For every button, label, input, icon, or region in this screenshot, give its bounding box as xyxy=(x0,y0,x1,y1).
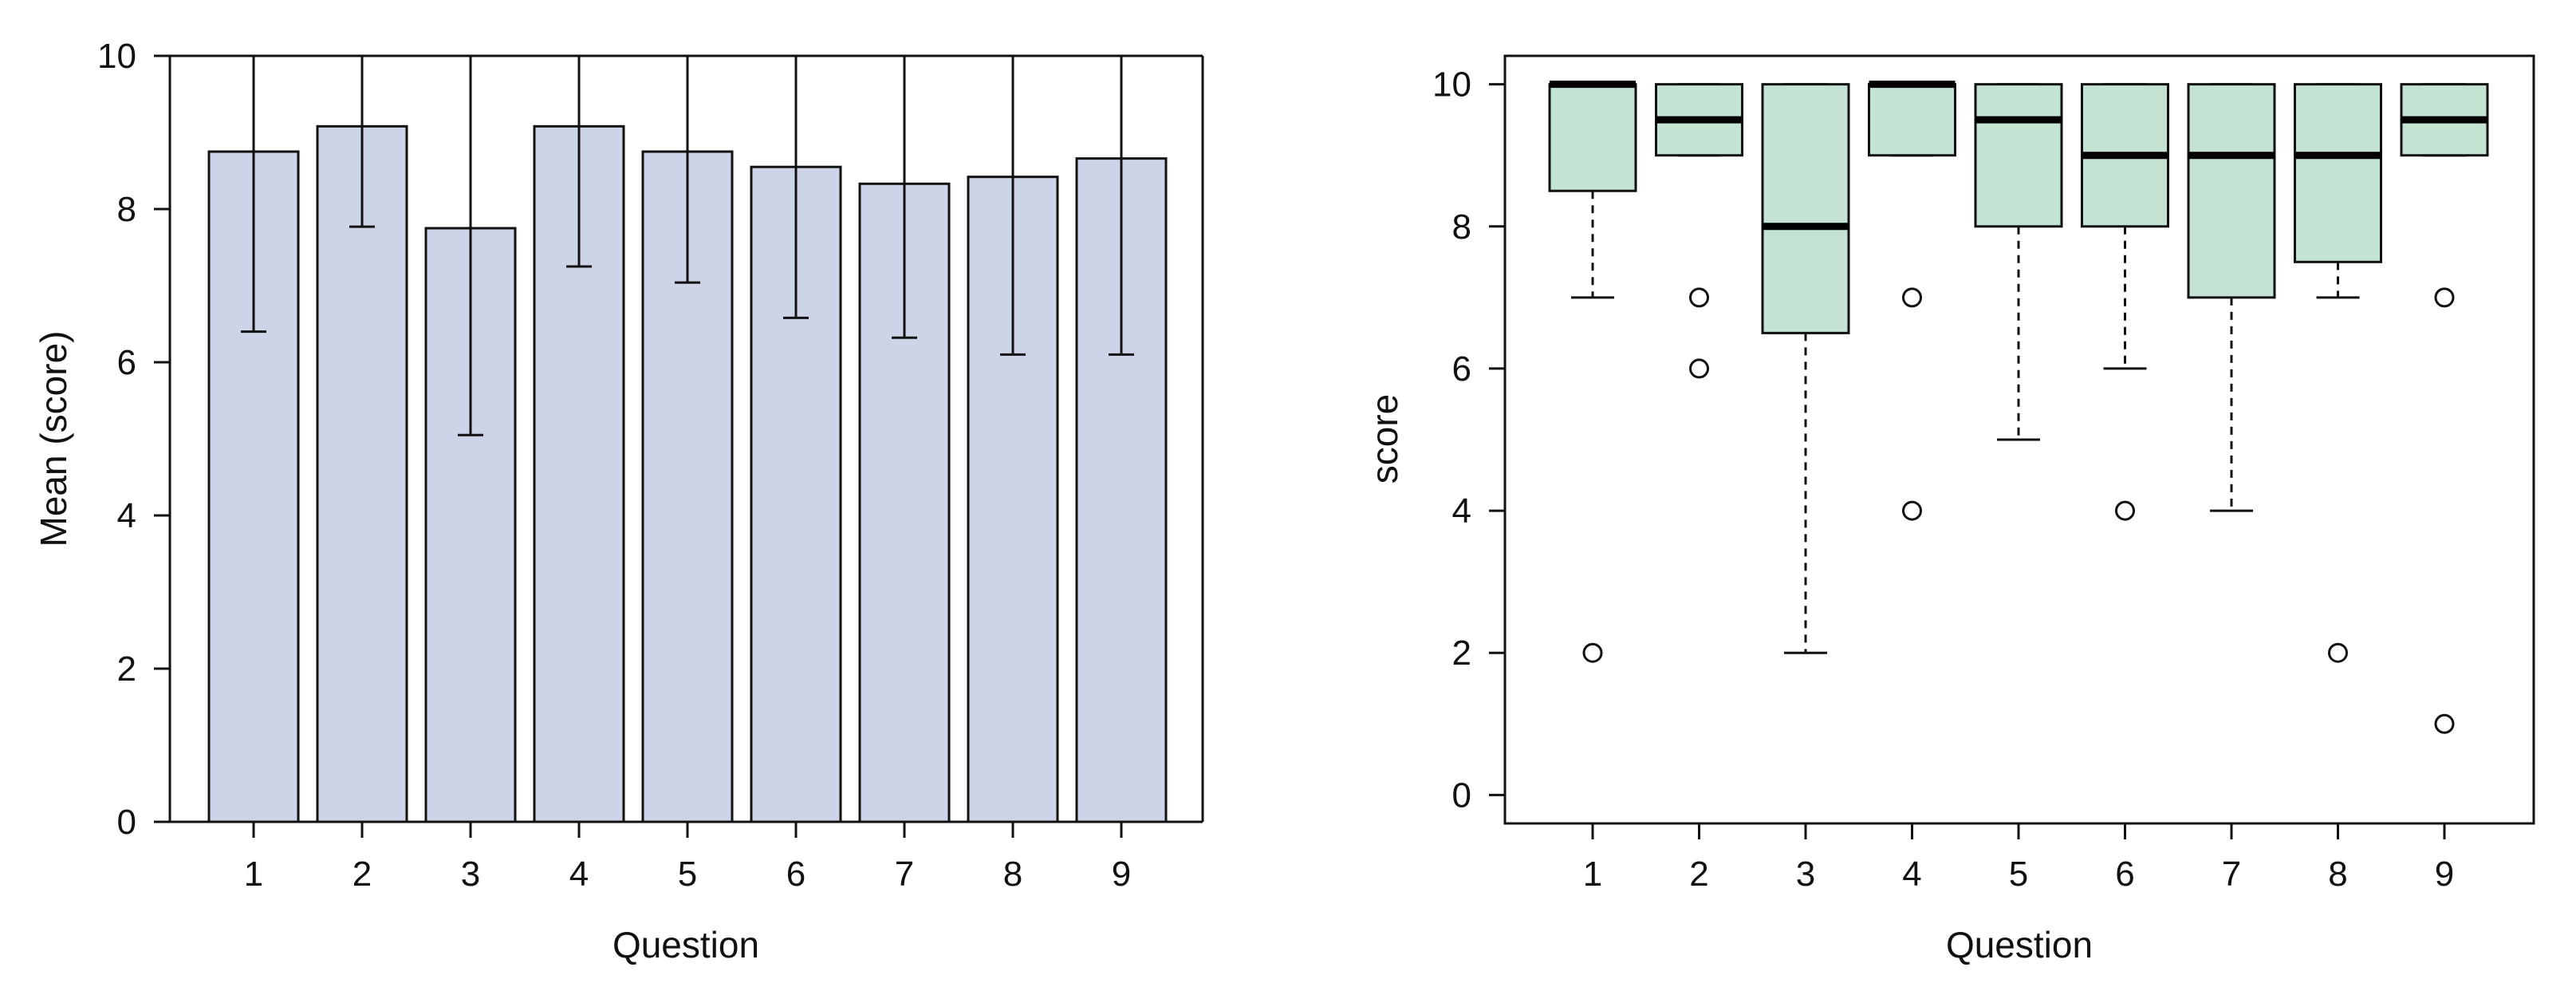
box-plot-marks xyxy=(1548,81,2489,734)
x-tick-label: 2 xyxy=(1689,855,1708,894)
outlier-point xyxy=(1582,642,1603,663)
outlier-point xyxy=(1689,358,1709,379)
x-tick-label: 2 xyxy=(353,855,372,894)
y-tick-label: 6 xyxy=(117,343,136,382)
outlier-point xyxy=(2115,500,2135,521)
x-tick-label: 5 xyxy=(2009,855,2028,894)
bar-chart-y-axis-title: Mean (score) xyxy=(33,331,74,547)
x-tick-label: 1 xyxy=(1583,855,1602,894)
y-tick-label: 2 xyxy=(1452,634,1471,673)
y-tick-label: 6 xyxy=(1452,349,1471,389)
y-tick-label: 4 xyxy=(117,496,136,535)
box xyxy=(1548,83,1637,192)
outlier-point xyxy=(2434,713,2455,734)
x-tick-label: 6 xyxy=(2115,855,2134,894)
y-tick-label: 4 xyxy=(1452,492,1471,531)
y-tick-label: 0 xyxy=(1452,776,1471,815)
box xyxy=(1868,83,1956,157)
box-plot-y-axis-title: score xyxy=(1364,394,1405,484)
y-tick-label: 10 xyxy=(97,37,136,76)
x-tick-label: 7 xyxy=(2222,855,2241,894)
outlier-point xyxy=(2328,642,2348,663)
box-plot-y-ticks: 0 2 4 6 8 10 xyxy=(1432,65,1505,815)
box xyxy=(1974,83,2063,228)
x-tick-label: 4 xyxy=(1902,855,1921,894)
x-tick-label: 8 xyxy=(1003,855,1022,894)
outlier-point xyxy=(1902,500,1922,521)
box-plot-x-axis-title: Question xyxy=(1946,924,2093,965)
y-tick-label: 8 xyxy=(117,190,136,229)
outlier-point xyxy=(1902,287,1922,308)
x-tick-label: 9 xyxy=(2435,855,2454,894)
outlier-point xyxy=(1689,287,1709,308)
x-tick-label: 3 xyxy=(1796,855,1815,894)
y-tick-label: 2 xyxy=(117,649,136,689)
bar-chart-x-ticks: 1 2 3 4 5 6 7 8 9 xyxy=(244,822,1131,894)
y-tick-label: 10 xyxy=(1432,65,1471,105)
bar xyxy=(641,150,734,823)
y-tick-label: 0 xyxy=(117,803,136,842)
x-tick-label: 1 xyxy=(244,855,263,894)
y-tick-label: 8 xyxy=(1452,207,1471,247)
bar-chart-marks xyxy=(207,56,1168,823)
x-tick-label: 4 xyxy=(569,855,589,894)
x-tick-label: 8 xyxy=(2328,855,2347,894)
box xyxy=(2187,83,2276,299)
x-tick-label: 5 xyxy=(678,855,697,894)
box xyxy=(1761,83,1850,334)
bar xyxy=(316,124,408,823)
x-tick-label: 3 xyxy=(461,855,480,894)
x-tick-label: 7 xyxy=(895,855,914,894)
box xyxy=(2294,83,2382,263)
bar-chart-x-axis-title: Question xyxy=(612,924,759,965)
bar-chart-y-ticks: 0 2 4 6 8 10 xyxy=(97,37,170,842)
box-plot-x-ticks: 1 2 3 4 5 6 7 8 9 xyxy=(1583,823,2454,894)
x-tick-label: 9 xyxy=(1112,855,1131,894)
x-tick-label: 6 xyxy=(786,855,805,894)
outlier-point xyxy=(2434,287,2455,308)
